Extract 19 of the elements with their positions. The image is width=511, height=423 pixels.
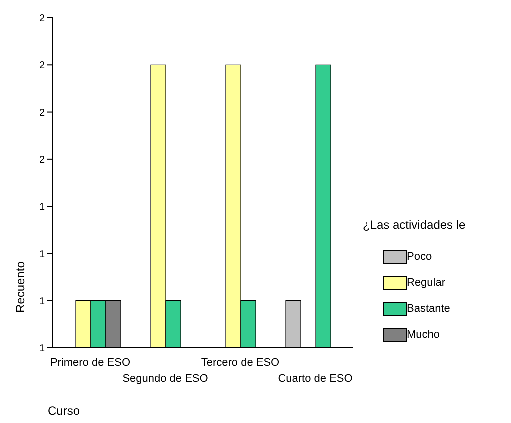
legend-title: ¿Las actividades le <box>363 218 466 232</box>
y-tick-label: 1 <box>39 202 46 214</box>
legend-label: Mucho <box>407 329 440 341</box>
x-tick-label: Primero de ESO <box>50 357 131 369</box>
x-axis-title: Curso <box>48 404 80 418</box>
legend-label: Regular <box>407 277 446 289</box>
y-tick-label: 1 <box>39 296 46 308</box>
legend-label: Bastante <box>407 303 450 315</box>
y-tick-label: 2 <box>39 154 46 166</box>
y-tick-label: 2 <box>39 108 46 119</box>
y-tick-label: 2 <box>39 60 46 72</box>
y-tick-label: 1 <box>39 344 46 355</box>
legend-label: Poco <box>407 251 432 263</box>
x-tick-label: Segundo de ESO <box>122 373 209 385</box>
y-tick-label: 1 <box>39 249 46 260</box>
x-tick-label: Tercero de ESO <box>201 357 280 369</box>
x-tick-label: Cuarto de ESO <box>278 373 354 385</box>
y-axis-title: Recuento <box>13 261 28 313</box>
y-tick-label: 2 <box>39 14 46 25</box>
